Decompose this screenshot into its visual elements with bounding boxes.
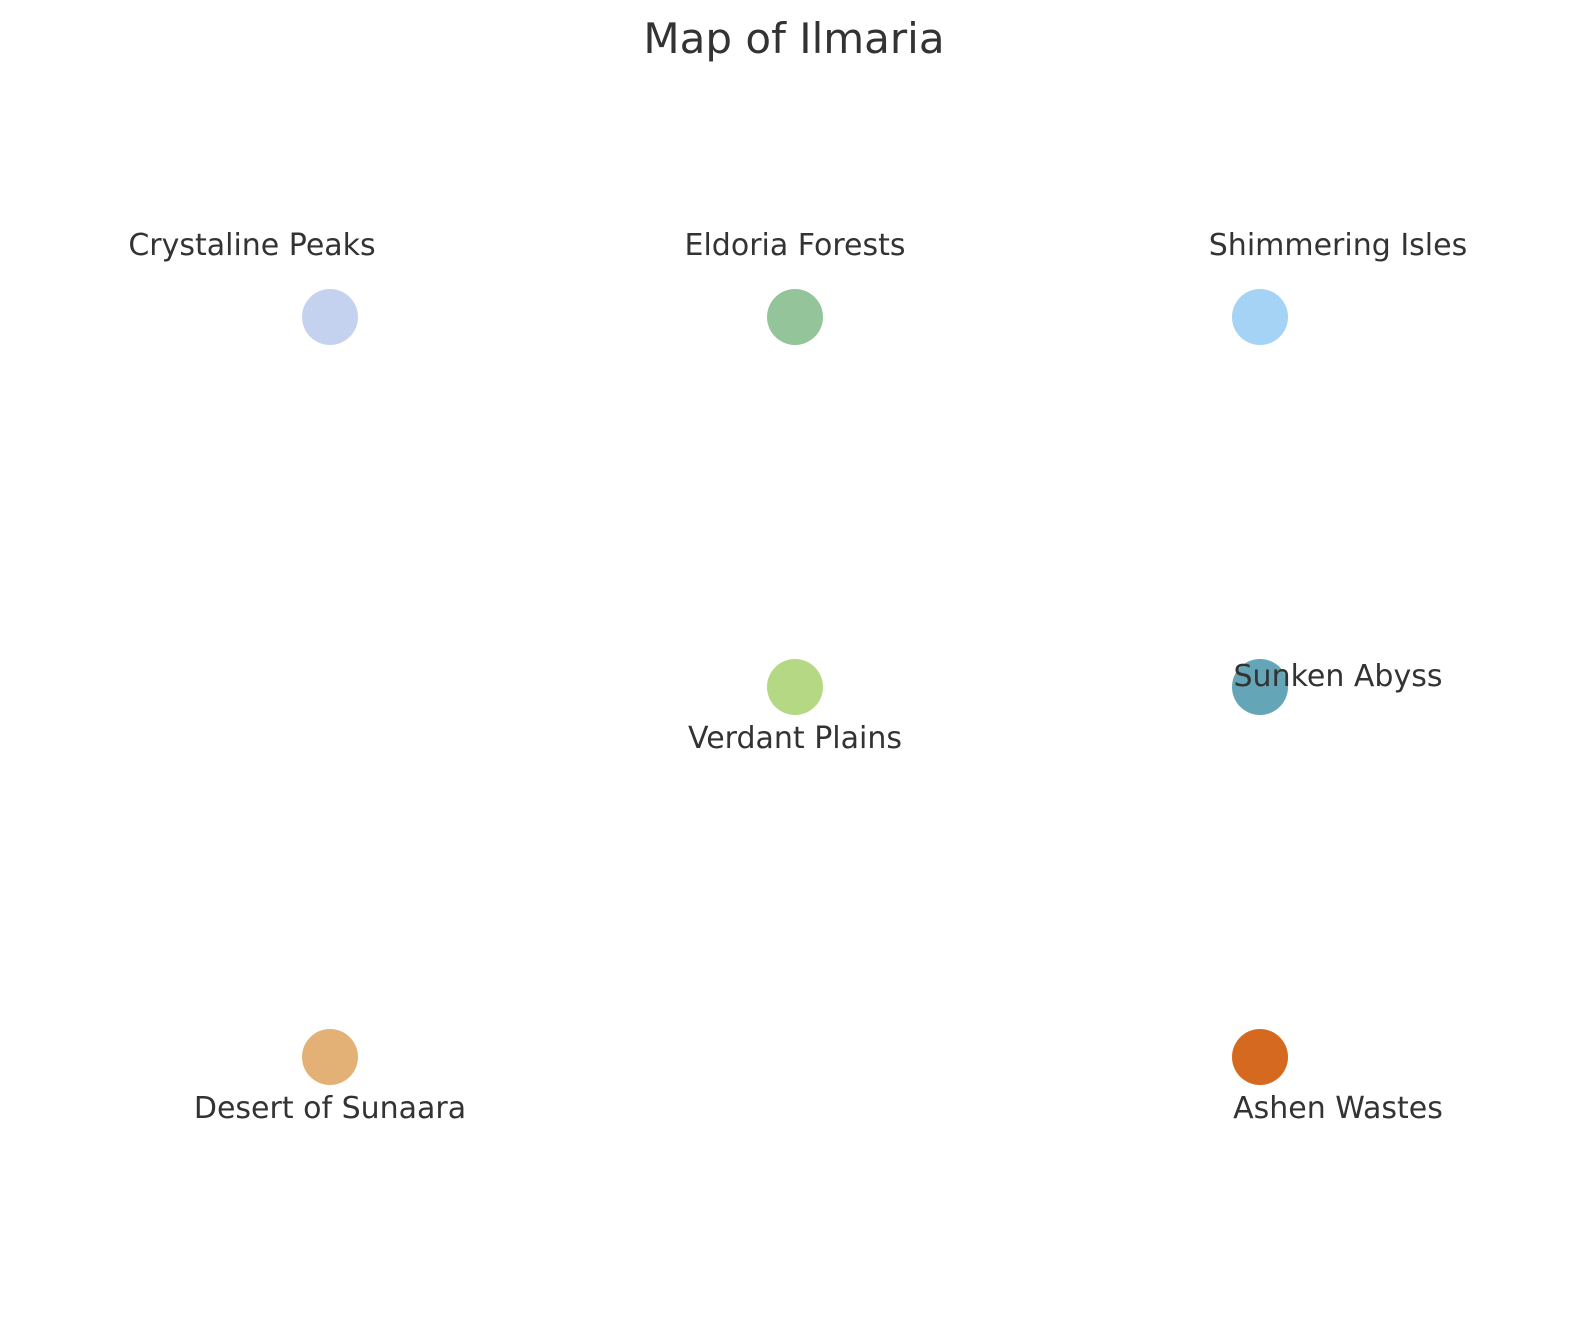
map-title: Map of Ilmaria [643,14,944,63]
region-sunken-abyss: Sunken Abyss [1232,659,1442,715]
region-desert-of-sunaara: Desert of Sunaara [194,1029,466,1126]
region-marker-eldoria-forests [767,289,823,345]
region-label-crystaline-peaks: Crystaline Peaks [128,228,375,263]
region-label-shimmering-isles: Shimmering Isles [1209,228,1467,263]
region-marker-ashen-wastes [1232,1029,1288,1085]
region-label-eldoria-forests: Eldoria Forests [685,228,906,263]
region-label-ashen-wastes: Ashen Wastes [1233,1091,1443,1126]
region-ashen-wastes: Ashen Wastes [1232,1029,1443,1126]
region-label-desert-of-sunaara: Desert of Sunaara [194,1091,466,1126]
region-marker-verdant-plains [767,659,823,715]
region-marker-desert-of-sunaara [302,1029,358,1085]
region-verdant-plains: Verdant Plains [688,659,902,756]
region-marker-crystaline-peaks [302,289,358,345]
region-marker-shimmering-isles [1232,289,1288,345]
region-marker-sunken-abyss [1232,659,1288,715]
region-crystaline-peaks: Crystaline Peaks [128,228,376,345]
region-label-verdant-plains: Verdant Plains [688,721,902,756]
region-label-sunken-abyss: Sunken Abyss [1234,659,1443,694]
region-eldoria-forests: Eldoria Forests [685,228,906,345]
map-regions: Crystaline Peaks Eldoria Forests Shimmerin… [128,228,1467,1126]
region-shimmering-isles: Shimmering Isles [1209,228,1467,345]
